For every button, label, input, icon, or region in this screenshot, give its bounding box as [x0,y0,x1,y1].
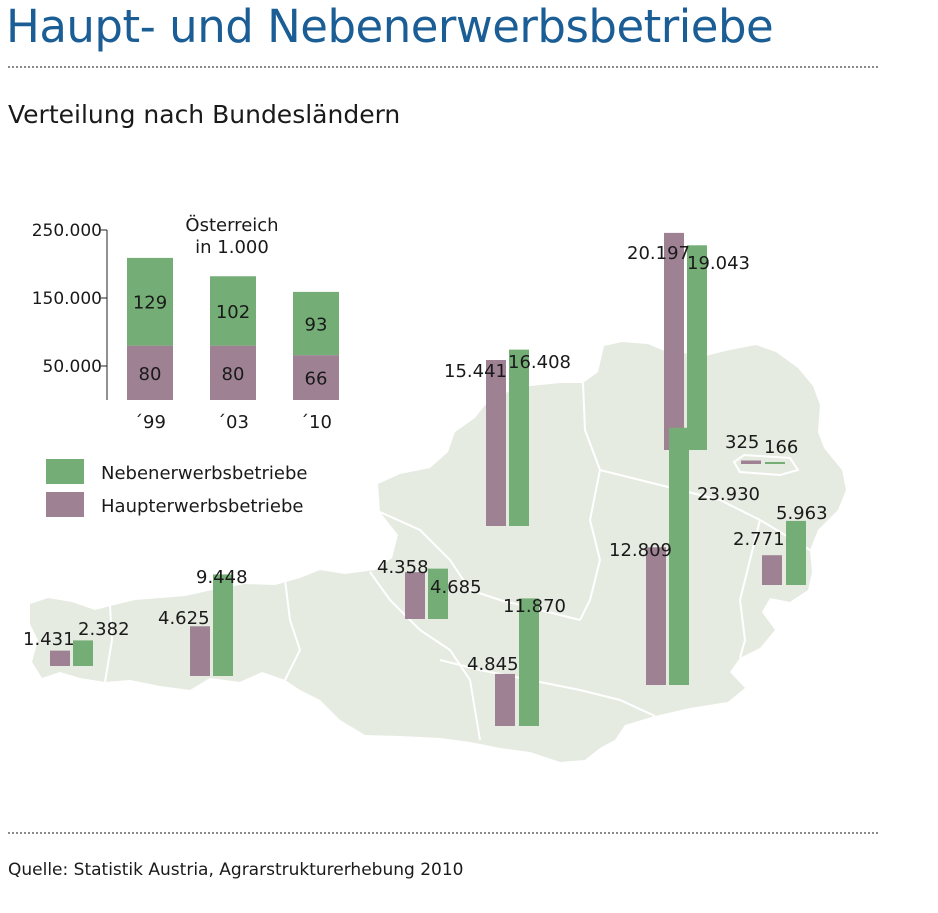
y-tick-label: 150.000 [32,289,102,309]
region-bar-nebenerwerb [519,598,539,726]
region-value-label-haupterwerb: 325 [725,432,759,453]
region-value-label-nebenerwerb: 5.963 [776,503,828,524]
bottom-divider [8,832,878,834]
region-value-label-haupterwerb: 4.625 [158,608,210,629]
region-value-label-nebenerwerb: 9.448 [196,567,248,588]
region-bar-nebenerwerb [669,427,689,685]
region-value-label-nebenerwerb: 19.043 [687,253,750,274]
region-bar-haupterwerb [741,460,761,464]
top-divider [8,66,878,68]
state-border [599,469,811,551]
legend-label-nebenerwerb: Nebenerwerbsbetriebe [101,463,307,484]
inset-value-label-haupterwerb: 66 [305,369,328,390]
region-value-label-nebenerwerb: 166 [764,437,798,458]
region-value-label-haupterwerb: 15.441 [444,361,507,382]
inset-value-label-nebenerwerb: 93 [305,315,328,336]
inset-bar-haupterwerb [293,355,339,400]
inset-bar-haupterwerb [127,345,173,400]
region-bar-nebenerwerb [786,520,806,585]
chart-title: Haupt- und Nebenerwerbsbetriebe [6,0,774,53]
region-bar-nebenerwerb [213,574,233,676]
inset-bar-nebenerwerb [127,257,173,346]
inset-title-line2: in 1.000 [195,237,269,258]
region-bar-haupterwerb [664,232,684,450]
legend-label-haupterwerb: Haupterwerbsbetriebe [101,496,303,517]
region-value-label-haupterwerb: 4.358 [377,557,429,578]
source-note: Quelle: Statistik Austria, Agrarstruktur… [8,860,464,880]
region-bar-nebenerwerb [687,245,707,450]
region-bar-haupterwerb [495,673,515,726]
state-border [284,579,302,681]
region-bar-nebenerwerb [509,349,529,526]
legend-swatch-nebenerwerb [46,459,84,484]
region-value-label-nebenerwerb: 23.930 [697,484,760,505]
region-value-label-haupterwerb: 2.771 [733,529,785,550]
state-border [439,659,656,717]
region-value-label-haupterwerb: 1.431 [23,629,75,650]
chart-subtitle: Verteilung nach Bundesländern [8,100,401,129]
state-border [732,453,800,477]
inset-chart: 250.000 150.000 50.000 80 129 ´99 80 102 ´03 66 9… [32,214,339,433]
x-tick-label: ´99 [134,412,166,433]
inset-value-label-haupterwerb: 80 [222,364,245,385]
region-value-label-haupterwerb: 4.845 [467,654,519,675]
x-tick-label: ´03 [217,412,249,433]
inset-bar-nebenerwerb [293,291,339,356]
inset-value-label-haupterwerb: 80 [139,364,162,385]
region-bar-nebenerwerb [73,640,93,666]
austria-map-shape [30,342,846,762]
region-bar-haupterwerb [190,626,210,676]
y-tick-label: 250.000 [32,221,102,241]
region-bar-nebenerwerb [765,462,785,464]
region-bar-haupterwerb [646,547,666,685]
region-bar-haupterwerb [50,650,70,666]
inset-value-label-nebenerwerb: 129 [133,293,167,314]
inset-bar-nebenerwerb [210,276,256,346]
y-ticks: 250.000 150.000 50.000 [32,221,107,377]
region-value-label-nebenerwerb: 2.382 [78,619,130,640]
region-value-label-haupterwerb: 20.197 [627,243,690,264]
region-bar-haupterwerb [762,555,782,585]
y-tick-label: 50.000 [43,357,102,377]
inset-title-line1: Österreich [185,214,278,236]
region-bar-haupterwerb [486,360,506,526]
state-border [104,605,114,683]
legend: Nebenerwerbsbetriebe Haupterwerbsbetrieb… [46,459,307,517]
legend-swatch-haupterwerb [46,492,84,517]
region-bar-haupterwerb [405,572,425,619]
state-border [738,519,761,659]
x-tick-label: ´10 [300,412,332,433]
inset-value-label-nebenerwerb: 102 [216,302,250,323]
inset-bar-haupterwerb [210,345,256,400]
inset-bars: 80 129 ´99 80 102 ´03 66 93 ´10 [127,257,339,433]
region-value-label-nebenerwerb: 11.870 [503,596,566,617]
state-border [579,382,602,621]
region-value-label-nebenerwerb: 4.685 [430,577,482,598]
state-border [369,571,481,741]
region-bar-nebenerwerb [428,568,448,619]
state-border [379,511,581,621]
region-value-label-nebenerwerb: 16.408 [508,352,571,373]
region-value-label-haupterwerb: 12.809 [609,540,672,561]
state-borders [104,382,811,741]
